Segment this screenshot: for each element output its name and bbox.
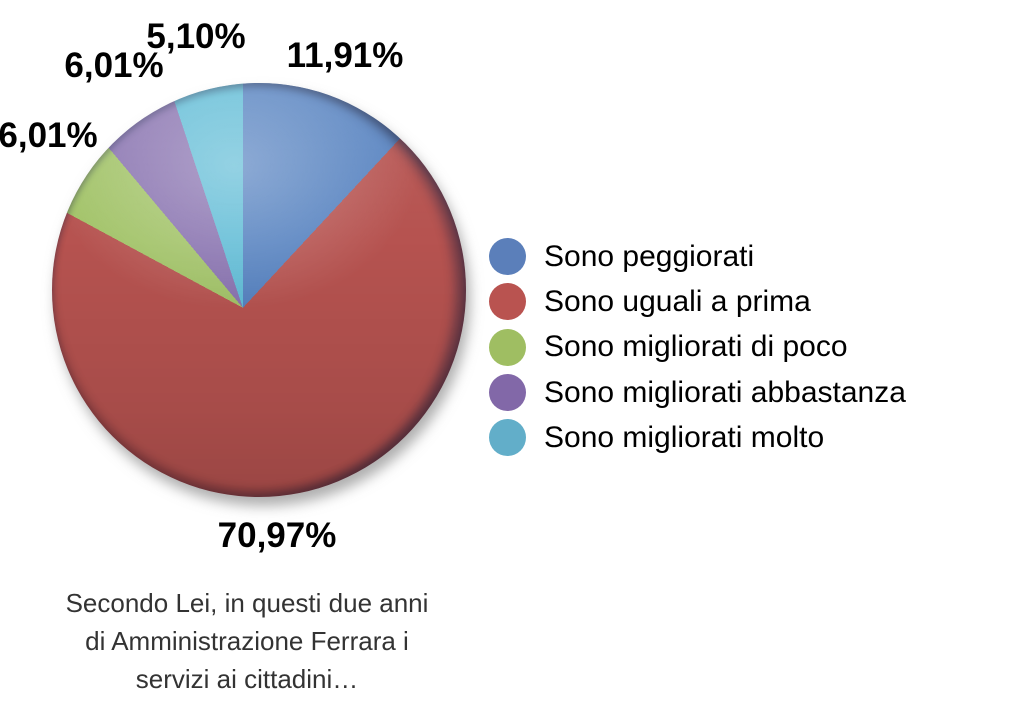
slice-label-sono-migliorati-di-poco: 6,01% xyxy=(0,116,98,155)
legend-swatch-icon xyxy=(489,419,526,457)
legend-label: Sono migliorati molto xyxy=(544,420,825,454)
legend: Sono peggiorati Sono uguali a prima Sono… xyxy=(489,234,906,460)
legend-item-sono-uguali-a-prima: Sono uguali a prima xyxy=(489,279,906,324)
pie-chart xyxy=(52,83,466,497)
legend-item-sono-migliorati-di-poco: Sono migliorati di poco xyxy=(489,325,906,370)
legend-label: Sono peggiorati xyxy=(544,239,755,273)
legend-swatch-icon xyxy=(489,328,526,366)
slice-label-sono-peggiorati: 11,91% xyxy=(286,36,404,75)
legend-item-sono-migliorati-abbastanza: Sono migliorati abbastanza xyxy=(489,370,906,415)
legend-swatch-icon xyxy=(489,283,526,321)
caption-line: di Amministrazione Ferrara i xyxy=(85,626,409,656)
legend-label: Sono uguali a prima xyxy=(544,284,811,318)
legend-swatch-icon xyxy=(489,374,526,412)
legend-item-sono-migliorati-molto: Sono migliorati molto xyxy=(489,415,906,460)
legend-label: Sono migliorati di poco xyxy=(544,330,848,364)
caption-line: Secondo Lei, in questi due anni xyxy=(65,588,429,618)
slice-label-sono-migliorati-abbastanza: 6,01% xyxy=(64,46,164,85)
chart-caption: Secondo Lei, in questi due anni di Ammin… xyxy=(47,584,447,698)
legend-item-sono-peggiorati: Sono peggiorati xyxy=(489,234,906,279)
caption-line: servizi ai cittadini… xyxy=(135,664,359,694)
legend-swatch-icon xyxy=(489,238,526,276)
slice-label-sono-uguali-a-prima: 70,97% xyxy=(217,516,337,555)
legend-label: Sono migliorati abbastanza xyxy=(544,375,906,409)
slice-label-sono-migliorati-molto: 5,10% xyxy=(146,17,246,56)
